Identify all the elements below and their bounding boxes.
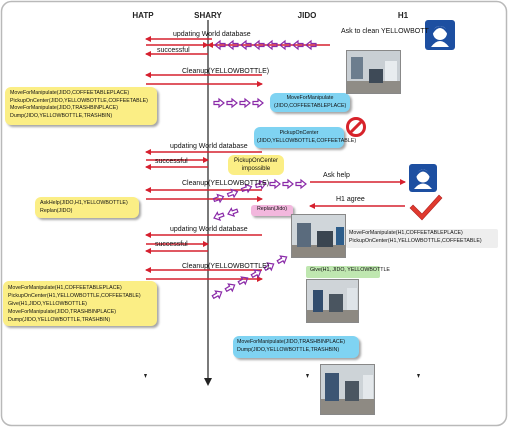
impossible-note-line: PickupOnCenter: [234, 158, 279, 164]
scene-photo: [306, 279, 359, 323]
red-arrows: [145, 36, 405, 273]
plan-step: MoveForManipulate(JIDO,TRASHBINPLACE): [8, 309, 117, 315]
action-line: MoveForManipulate(H1,COFFEETABLEPLACE): [349, 230, 463, 236]
hatp-plan-3: MoveForManipulate(H1,COFFEETABLEPLACE) P…: [3, 281, 157, 326]
scene-image: [292, 215, 345, 257]
note-line: (JIDO,YELLOWBOTTLE,COFFEETABLE): [257, 137, 357, 144]
note-line: MoveForManipulate(JIDO,TRASHBINPLACE): [237, 339, 346, 345]
plan-step: PickupOnCenter(JIDO,YELLOWBOTTLE,COFFEET…: [10, 97, 148, 104]
action-line: PickupOnCenter(H1,YELLOWBOTTLE,COFFEETAB…: [349, 237, 482, 244]
impossible-note: PickupOnCenter impossible: [228, 155, 285, 175]
jido-final-note: MoveForManipulate(JIDO,TRASHBINPLACE) Du…: [233, 336, 359, 358]
give-note: Give(H1, JIDO, YELLOWBOTTLE: [306, 266, 390, 278]
message-label: Ask to clean YELLOWBOTT: [341, 28, 429, 35]
scene-photo: [346, 50, 401, 94]
plan-step: MoveForManipulate(H1,COFFEETABLEPLACE): [8, 285, 122, 291]
note-line: Dump(JIDO,YELLOWBOTTLE,TRASHBIN): [237, 346, 340, 353]
stop-sign-icon: [346, 117, 366, 137]
message-label: successful: [155, 158, 188, 165]
message-label: successful: [157, 47, 190, 54]
scene-photo: [320, 364, 375, 415]
message-label: updating World database: [170, 226, 248, 233]
end-markers: [144, 374, 420, 378]
lane-jido: JIDO: [297, 11, 317, 20]
plan-step: AskHelp(JIDO,H1,YELLOWBOTTLE): [40, 200, 128, 206]
plan-step: Give(H1,JIDO,YELLOWBOTTLE): [8, 301, 87, 307]
note-line: MoveForManipulate: [286, 95, 334, 101]
pickup-fail-note: PickupOnCenter (JIDO,YELLOWBOTTLE,COFFEE…: [254, 127, 357, 148]
jido-move-note: MoveForManipulate (JIDO,COFFEETABLEPLACE…: [270, 93, 350, 112]
lane-hatp: HATP: [132, 11, 154, 20]
h1-actions-note: MoveForManipulate(H1,COFFEETABLEPLACE) P…: [346, 229, 498, 248]
message-label: Ask help: [323, 172, 350, 179]
note-line: PickupOnCenter: [279, 130, 319, 136]
plan-step: MoveForManipulate(JIDO,COFFEETABLEPLACE): [10, 90, 130, 96]
person-icon: [409, 164, 437, 192]
lane-h1: H1: [397, 11, 409, 20]
hatp-plan-2: AskHelp(JIDO,H1,YELLOWBOTTLE) Replan(JID…: [35, 197, 139, 218]
message-label: Cleanup(YELLOWBOTTLE): [182, 263, 270, 270]
scene-image: [321, 365, 374, 414]
plan-step: Dump(JIDO,YELLOWBOTTLE,TRASHBIN): [8, 317, 111, 323]
message-label: updating World database: [170, 143, 248, 150]
message-label: updating World database: [173, 31, 251, 38]
plan-step: Replan(JIDO): [40, 207, 73, 214]
scene-image: [307, 280, 358, 322]
note-line: (JIDO,COFFEETABLEPLACE): [274, 102, 347, 109]
hatp-plan-1: MoveForManipulate(JIDO,COFFEETABLEPLACE)…: [5, 87, 157, 125]
replan-jido-note: Replan(Jido): [251, 205, 293, 216]
plan-step: MoveForManipulate(JIDO,TRASHBINPLACE): [10, 105, 119, 112]
message-label: Cleanup(YELLOWBOTTLE): [182, 68, 270, 75]
impossible-note-line: impossible: [241, 166, 271, 172]
plan-step: Dump(JIDO,YELLOWBOTTLE,TRASHBIN): [10, 112, 113, 119]
lane-shary: SHARY: [194, 11, 222, 20]
message-label: successful: [155, 241, 188, 248]
message-label: Cleanup(YELLOWBOTTLE): [182, 180, 270, 187]
person-icon: [425, 20, 455, 50]
scene-image: [347, 51, 400, 93]
message-label: H1 agree: [336, 196, 365, 203]
purple-arrows: [211, 39, 317, 300]
checkmark-icon: [409, 194, 443, 221]
scene-photo: [291, 214, 346, 258]
plan-step: PickupOnCenter(H1,YELLOWBOTTLE,COFFEETAB…: [8, 293, 141, 299]
